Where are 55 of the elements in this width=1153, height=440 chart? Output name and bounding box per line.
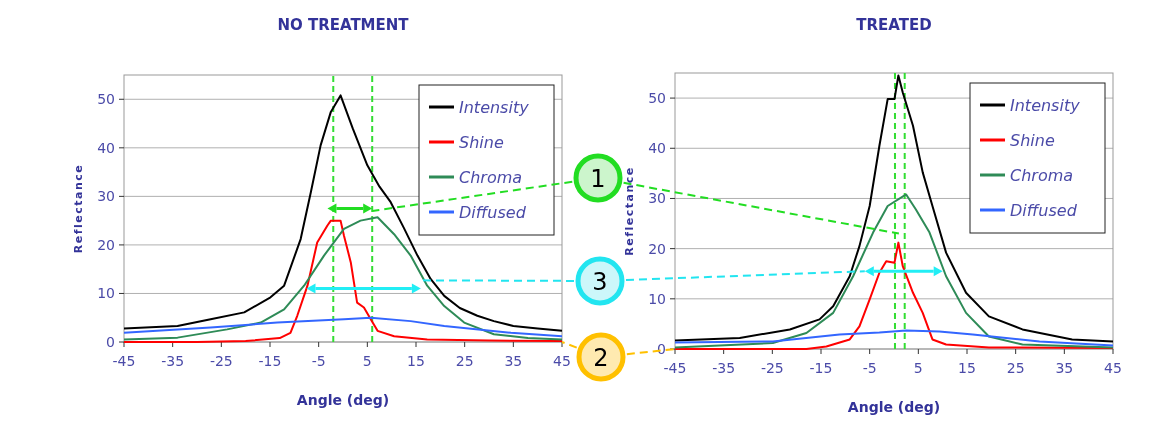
y-axis-title: Reflectance [623, 166, 636, 256]
y-tick-label: 30 [97, 188, 115, 205]
x-tick-label: 35 [1055, 360, 1074, 376]
x-tick-label: -15 [258, 353, 282, 369]
x-tick-label: 5 [913, 360, 923, 376]
y-tick-label: 20 [648, 240, 666, 257]
x-tick-label: 5 [362, 353, 372, 369]
y-tick-label: 0 [657, 341, 666, 357]
legend-label: Shine [1010, 131, 1055, 150]
y-tick-label: 50 [97, 91, 115, 108]
x-axis-title: Angle (deg) [296, 392, 390, 408]
x-tick-label: -25 [760, 360, 784, 376]
x-tick-label: -35 [712, 360, 736, 376]
x-tick-label: -15 [809, 360, 833, 376]
line-series [674, 241, 1114, 350]
y-tick-label: 10 [648, 290, 666, 307]
y-tick-label: 50 [648, 90, 666, 107]
legend-label: Intensity [1010, 96, 1081, 115]
y-tick-label: 20 [97, 236, 115, 253]
y-tick-label: 40 [97, 139, 115, 156]
x-tick-label: -25 [209, 353, 233, 369]
legend-label: Diffused [459, 203, 527, 222]
x-tick-label: 45 [553, 353, 571, 369]
legend-label: Shine [459, 133, 504, 152]
x-tick-label: 35 [504, 353, 523, 369]
x-tick-label: 15 [958, 360, 976, 376]
legend-label: Diffused [1010, 201, 1078, 220]
x-tick-label: 15 [407, 353, 425, 369]
text: 1 [590, 165, 606, 193]
x-tick-label: 25 [1006, 360, 1025, 376]
line-series [674, 193, 1114, 349]
x-tick-label: -5 [311, 353, 326, 369]
legend-label: Intensity [459, 98, 530, 117]
x-tick-label: -35 [161, 353, 185, 369]
x-tick-label: 45 [1104, 360, 1122, 376]
line-series [674, 74, 1114, 343]
x-tick-label: -45 [663, 360, 687, 376]
y-tick-label: 10 [97, 285, 115, 302]
y-tick-label: 0 [106, 334, 115, 350]
chart-title: TREATED [856, 16, 932, 34]
x-tick-label: -45 [112, 353, 136, 369]
text: 2 [593, 344, 609, 372]
x-axis-title: Angle (deg) [847, 399, 941, 415]
legend-label: Chroma [1010, 166, 1074, 185]
y-axis-title: Reflectance [72, 163, 85, 254]
chart-title: NO TREATMENT [277, 16, 410, 34]
x-tick-label: -5 [862, 360, 877, 376]
line-series [123, 94, 563, 332]
y-tick-label: 40 [648, 140, 666, 157]
text: 3 [592, 268, 608, 296]
line-series [674, 329, 1114, 347]
x-tick-label: 25 [455, 353, 474, 369]
line-series [123, 316, 563, 338]
legend-label: Chroma [459, 168, 523, 187]
y-tick-label: 30 [648, 190, 666, 207]
